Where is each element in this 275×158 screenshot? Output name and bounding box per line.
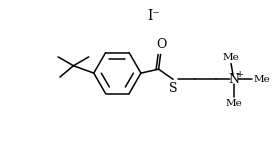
Text: I⁻: I⁻ — [147, 9, 160, 23]
Text: Me: Me — [223, 53, 240, 62]
Text: S: S — [169, 82, 177, 95]
Text: +: + — [236, 70, 244, 79]
Text: Me: Me — [254, 75, 270, 84]
Text: O: O — [156, 39, 167, 52]
Text: N: N — [229, 73, 240, 86]
Text: Me: Me — [226, 99, 242, 108]
